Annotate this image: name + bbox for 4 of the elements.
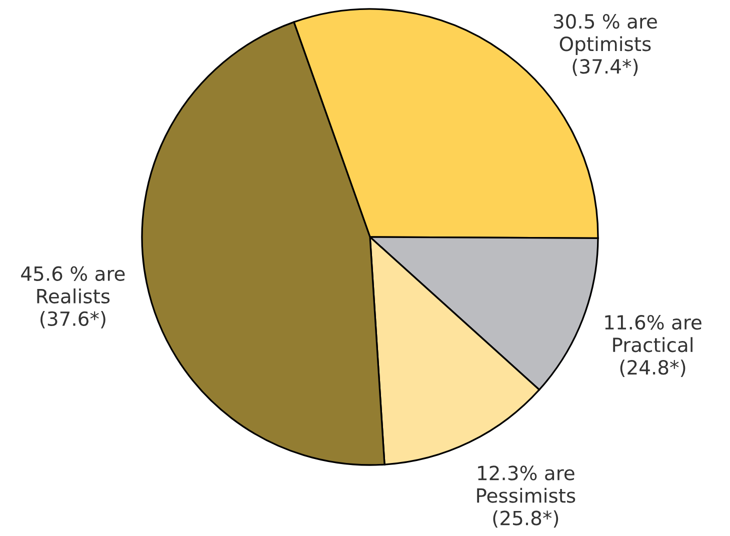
slice-label: 12.3% are Pessimists (25.8*) xyxy=(477,466,576,528)
slice-label: 45.6 % are Realists (37.6*) xyxy=(21,266,125,328)
slice-label: 11.6% are Practical (24.8*) xyxy=(605,314,702,377)
slice-label: 30.5 % are Optimists (37.4*) xyxy=(554,14,657,76)
